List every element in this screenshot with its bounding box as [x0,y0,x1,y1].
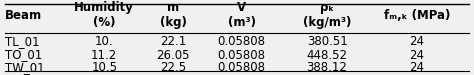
Text: TW_01: TW_01 [5,61,45,74]
Text: m: m [167,1,179,14]
Text: Beam: Beam [5,9,42,22]
Text: 26.05: 26.05 [156,49,190,61]
Text: 24: 24 [410,61,425,74]
Text: V: V [237,1,246,14]
Text: 24: 24 [410,35,425,48]
Text: Humidity: Humidity [74,1,134,14]
Text: 24: 24 [410,49,425,61]
Text: 22.1: 22.1 [160,35,186,48]
Text: 10.5: 10.5 [91,61,117,74]
Text: 10.: 10. [95,35,114,48]
Text: (m³): (m³) [228,16,256,29]
Text: TL_01: TL_01 [5,35,39,48]
Text: 0.05808: 0.05808 [218,61,266,74]
Text: (kg/m³): (kg/m³) [303,16,351,29]
Text: (%): (%) [93,16,116,29]
Text: 448.52: 448.52 [307,49,347,61]
Text: 22.5: 22.5 [160,61,186,74]
Text: 380.51: 380.51 [307,35,347,48]
Text: 0.05808: 0.05808 [218,49,266,61]
Text: 11.2: 11.2 [91,49,118,61]
Text: fₘ,ₖ (MPa): fₘ,ₖ (MPa) [384,9,450,22]
Text: ρₖ: ρₖ [320,1,334,14]
Text: 0.05808: 0.05808 [218,35,266,48]
Text: TO_01: TO_01 [5,49,42,61]
Text: (kg): (kg) [160,16,186,29]
Text: 388.12: 388.12 [307,61,347,74]
